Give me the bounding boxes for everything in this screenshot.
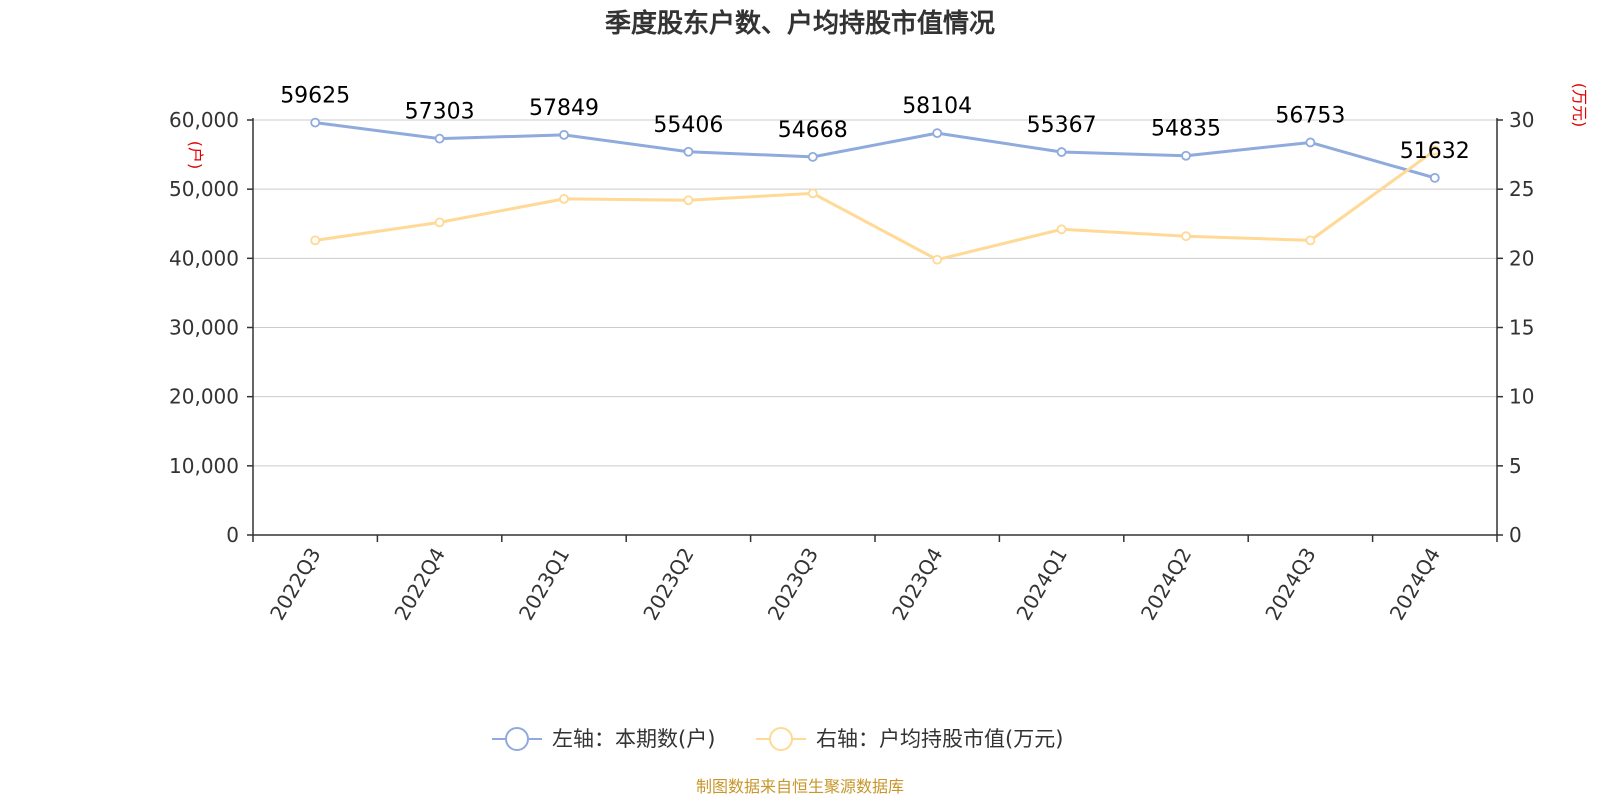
left-series-point: [434, 133, 445, 144]
x-axis-tick-label: 2024Q3: [1260, 544, 1320, 625]
data-label: 54668: [778, 118, 848, 143]
right-series-point: [683, 195, 694, 206]
right-series-point: [559, 193, 569, 204]
left-axis-tick-label: 60,000: [169, 108, 239, 132]
right-axis-tick-label: 5: [1509, 454, 1522, 478]
source-note: 制图数据来自恒生聚源数据库: [696, 777, 904, 796]
right-axis-tick-label: 15: [1509, 316, 1534, 340]
legend-circle-icon: [505, 727, 529, 751]
x-axis-tick-label: 2024Q2: [1136, 544, 1196, 625]
x-axis-tick-label: 2023Q2: [638, 544, 698, 625]
legend-item-left-series[interactable]: 左轴：本期数(户): [492, 727, 715, 751]
left-series-point: [310, 117, 321, 128]
data-label: 55367: [1027, 113, 1097, 138]
left-axis-tick-label: 40,000: [169, 246, 239, 270]
right-series-point: [807, 188, 818, 199]
right-axis-tick-label: 25: [1509, 177, 1534, 201]
left-series-point: [1056, 147, 1067, 157]
right-series-point: [1181, 231, 1191, 242]
data-label: 57849: [529, 96, 599, 121]
left-series-point: [932, 128, 943, 139]
right-series-point: [310, 235, 321, 246]
left-axis-tick-label: 10,000: [169, 454, 239, 478]
left-axis-tick-label: 0: [226, 523, 239, 547]
right-series-point: [1429, 145, 1440, 156]
left-axis-tick-label: 30,000: [169, 316, 239, 340]
x-axis-tick-label: 2022Q4: [389, 544, 449, 625]
legend-circle-icon: [769, 727, 793, 751]
data-label: 55406: [653, 113, 723, 138]
right-axis-tick-label: 30: [1509, 108, 1534, 132]
right-series-point: [1056, 224, 1067, 235]
legend-item-right-series[interactable]: 右轴：户均持股市值(万元): [756, 727, 1063, 751]
data-label: 58104: [902, 94, 972, 119]
axes: 010,00020,00030,00040,00050,00060,000051…: [169, 108, 1534, 624]
data-label: 54835: [1151, 117, 1221, 142]
left-series-point: [807, 151, 818, 162]
left-axis-tick-label: 50,000: [169, 177, 239, 201]
grid-lines: [253, 119, 1497, 467]
right-axis-tick-label: 20: [1509, 246, 1534, 270]
data-label: 59625: [280, 84, 350, 109]
data-label: 56753: [1275, 103, 1345, 128]
right-axis-tick-label: 0: [1509, 523, 1522, 547]
right-series-point: [1305, 235, 1316, 246]
left-axis-tick-label: 20,000: [169, 385, 239, 409]
right-series-line: [314, 149, 1436, 262]
x-axis-tick-label: 2023Q4: [887, 544, 947, 625]
right-axis-unit: (万元): [1570, 83, 1589, 128]
right-series-point: [434, 217, 445, 228]
left-series-point: [1181, 150, 1191, 161]
right-series-point: [932, 254, 943, 265]
data-label: 51632: [1400, 139, 1470, 164]
chart-title: 季度股东户数、户均持股市值情况: [605, 8, 995, 39]
x-axis-tick-label: 2022Q3: [265, 544, 325, 625]
data-labels: 59625 57303 57849 55406 54668 58104 55367 54835…: [280, 84, 1470, 164]
legend-label-left-series: 左轴：本期数(户): [552, 727, 715, 751]
left-series-line: [315, 121, 1436, 180]
x-axis-tick-label: 2023Q3: [763, 544, 823, 625]
x-axis-tick-label: 2024Q1: [1011, 544, 1071, 625]
legend[interactable]: 左轴：本期数(户) 右轴：户均持股市值(万元): [492, 727, 1063, 751]
x-axis-tick-label: 2024Q4: [1385, 544, 1445, 625]
left-series-point: [559, 129, 569, 140]
left-series-point: [683, 146, 694, 157]
x-axis-tick-label: 2023Q1: [514, 544, 574, 625]
data-label: 57303: [405, 100, 475, 125]
series-lines: [310, 117, 1440, 265]
left-axis-unit: (户): [186, 141, 205, 170]
right-axis-tick-label: 10: [1509, 385, 1534, 409]
left-series-point: [1429, 172, 1440, 183]
legend-label-right-series: 右轴：户均持股市值(万元): [816, 727, 1063, 751]
left-series-point: [1305, 137, 1316, 148]
